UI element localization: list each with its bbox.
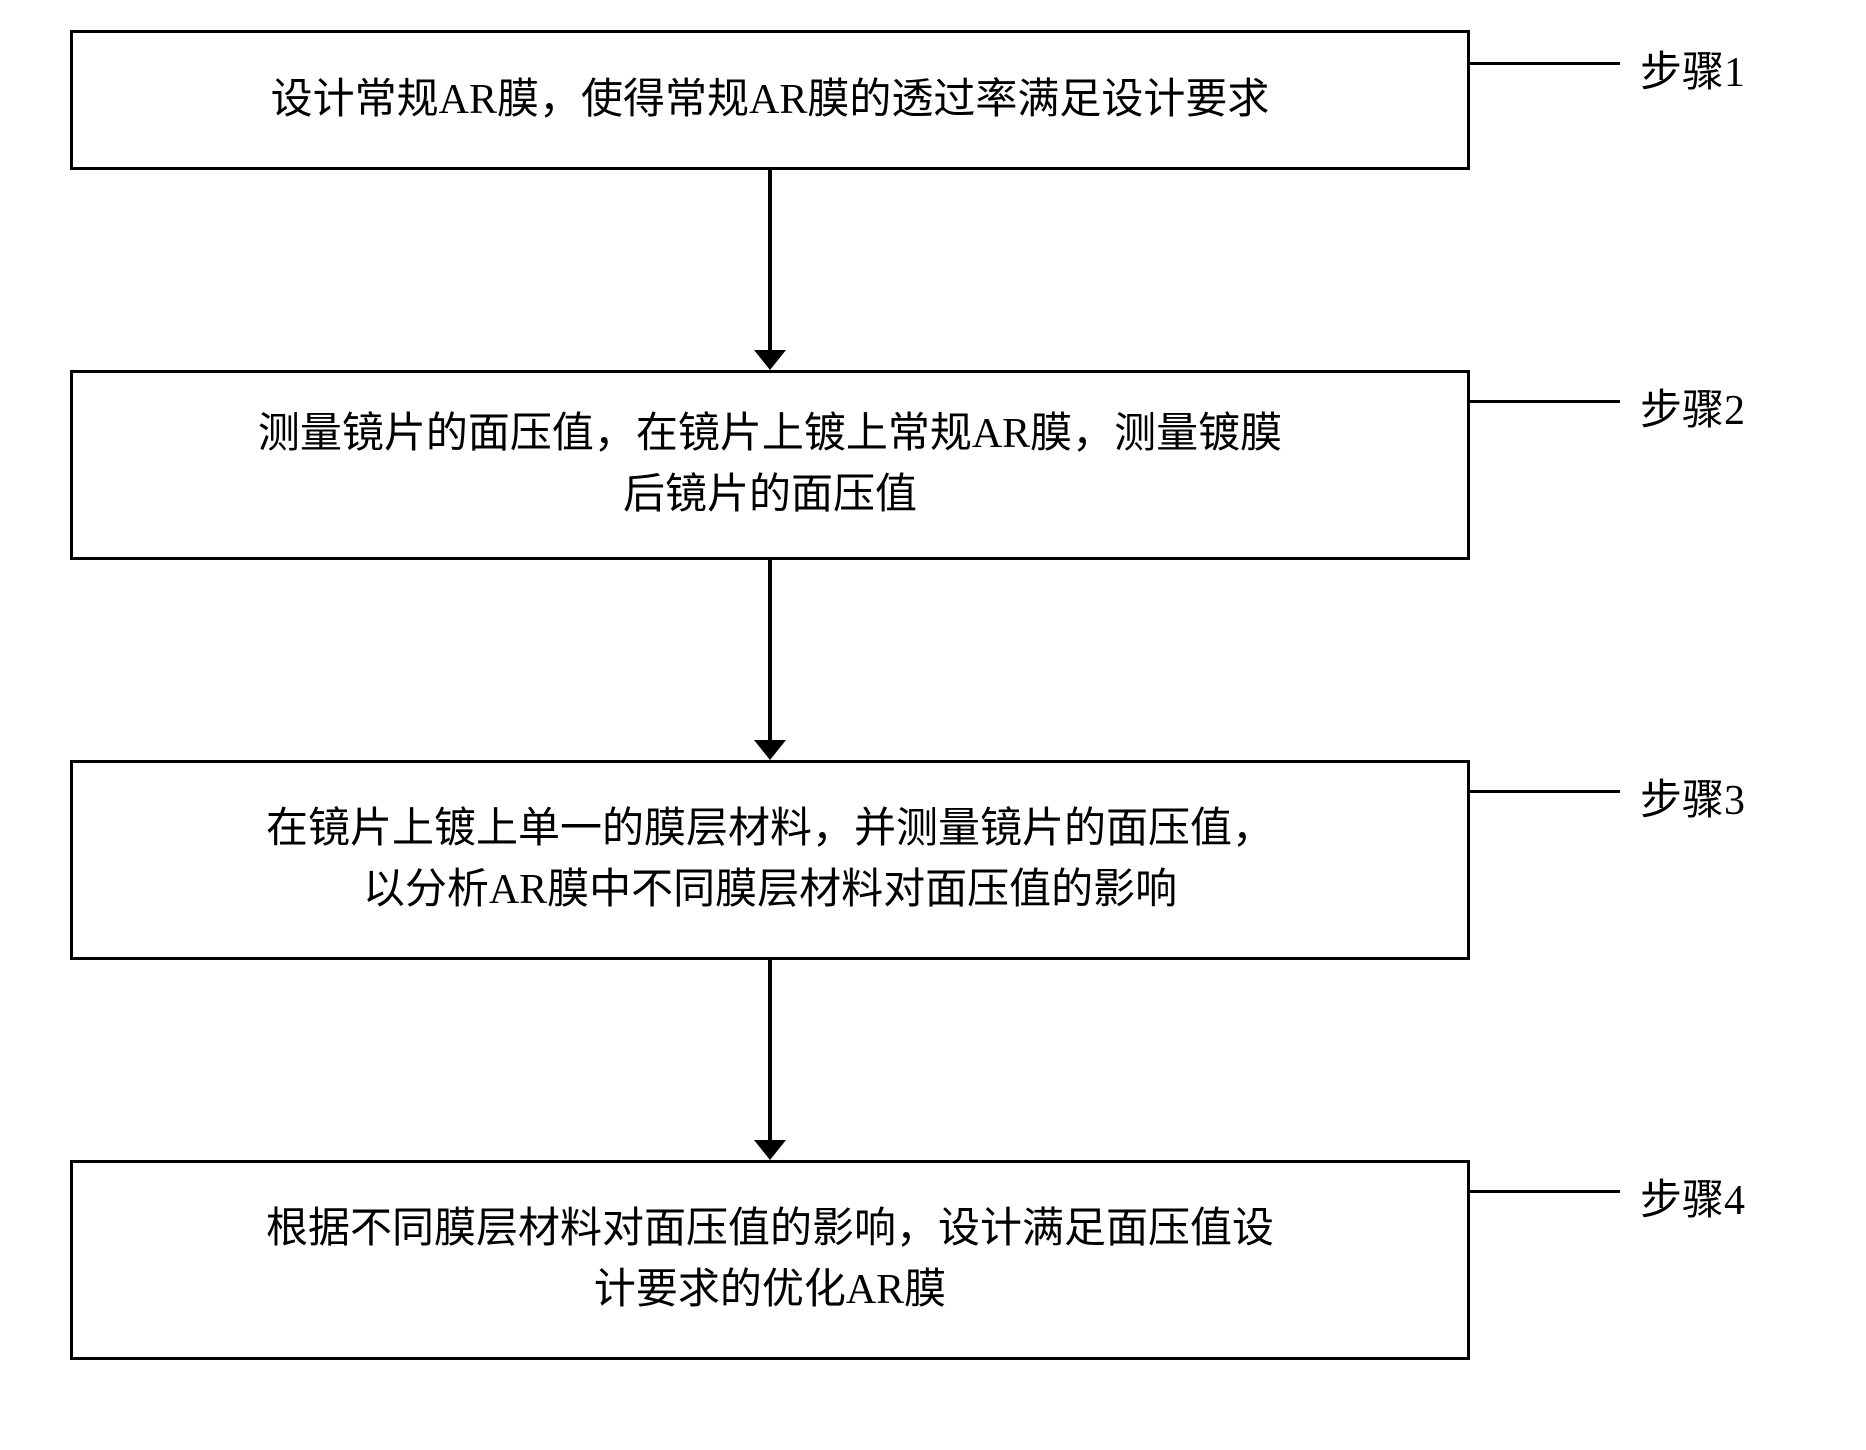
flow-step-1-text: 设计常规AR膜，使得常规AR膜的透过率满足设计要求 [271,70,1270,131]
flow-step-3: 在镜片上镀上单一的膜层材料，并测量镜片的面压值， 以分析AR膜中不同膜层材料对面… [70,760,1470,960]
step-label-3: 步骤3 [1640,766,1745,827]
step-label-1: 步骤1 [1640,38,1745,99]
leader-line-2 [1470,400,1620,403]
diagram-canvas: 设计常规AR膜，使得常规AR膜的透过率满足设计要求 步骤1 测量镜片的面压值，在… [0,0,1866,1450]
connector-2-3 [768,560,772,740]
flow-step-2-text: 测量镜片的面压值，在镜片上镀上常规AR膜，测量镀膜 后镜片的面压值 [258,404,1282,526]
connector-3-4 [768,960,772,1140]
leader-line-3 [1470,790,1620,793]
step-label-4: 步骤4 [1640,1166,1745,1227]
connector-1-2 [768,170,772,350]
leader-line-4 [1470,1190,1620,1193]
arrow-2-3 [754,740,786,760]
arrow-3-4 [754,1140,786,1160]
arrow-1-2 [754,350,786,370]
flow-step-4: 根据不同膜层材料对面压值的影响，设计满足面压值设 计要求的优化AR膜 [70,1160,1470,1360]
flow-step-2: 测量镜片的面压值，在镜片上镀上常规AR膜，测量镀膜 后镜片的面压值 [70,370,1470,560]
flow-step-3-text: 在镜片上镀上单一的膜层材料，并测量镜片的面压值， 以分析AR膜中不同膜层材料对面… [266,799,1274,921]
flow-step-1: 设计常规AR膜，使得常规AR膜的透过率满足设计要求 [70,30,1470,170]
step-label-2: 步骤2 [1640,376,1745,437]
leader-line-1 [1470,62,1620,65]
flow-step-4-text: 根据不同膜层材料对面压值的影响，设计满足面压值设 计要求的优化AR膜 [266,1199,1274,1321]
